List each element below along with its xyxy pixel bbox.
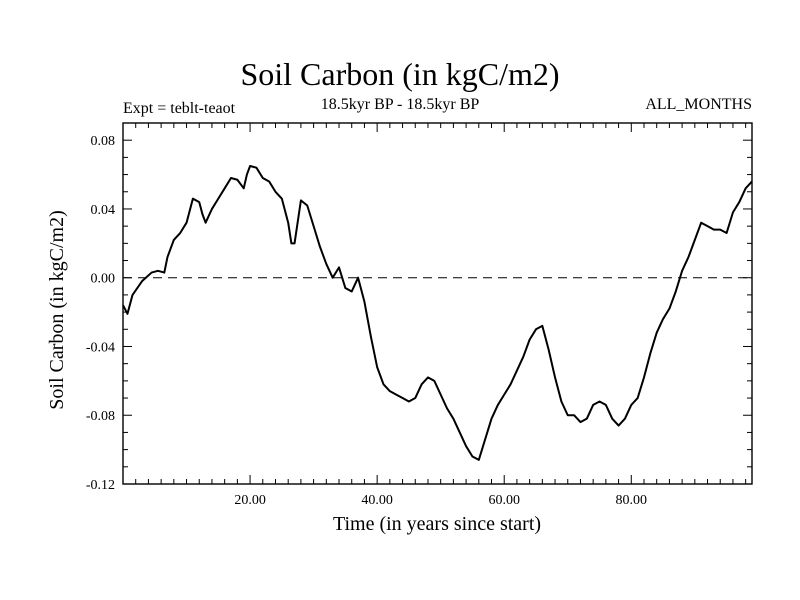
x-axis-label: Time (in years since start)	[333, 513, 541, 535]
experiment-label: Expt = teblt-teaot	[123, 100, 236, 117]
y-tick-label: 0.00	[91, 272, 116, 287]
x-tick-label: 80.00	[616, 493, 648, 508]
series-line	[122, 164, 753, 461]
y-tick-label: -0.08	[86, 409, 115, 424]
chart-title: Soil Carbon (in kgC/m2)	[240, 56, 560, 92]
y-tick-label: -0.12	[86, 478, 115, 493]
period-label: ALL_MONTHS	[645, 96, 752, 113]
y-tick-label: 0.08	[91, 134, 116, 149]
chart-subtitle: 18.5kyr BP - 18.5kyr BP	[320, 96, 480, 113]
y-axis-label: Soil Carbon (in kgC/m2)	[46, 210, 68, 409]
plot-frame	[122, 122, 753, 485]
y-tick-label: -0.04	[86, 340, 115, 355]
x-tick-label: 20.00	[234, 493, 266, 508]
y-tick-label: 0.04	[91, 203, 116, 218]
x-tick-label: 40.00	[361, 493, 393, 508]
x-tick-label: 60.00	[488, 493, 520, 508]
